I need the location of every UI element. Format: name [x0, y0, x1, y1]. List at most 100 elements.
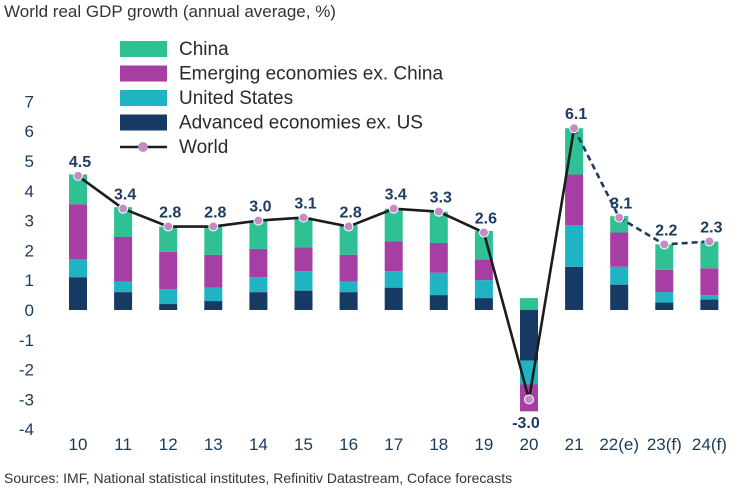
world-value-label: 2.2: [655, 222, 677, 239]
bar-segment-china: [159, 226, 178, 252]
bar-segment-china: [520, 298, 538, 310]
world-marker: [73, 170, 83, 181]
chart-source: Sources: IMF, National statistical insti…: [4, 470, 513, 486]
x-tick-label: 16: [339, 435, 358, 454]
world-marker: [298, 212, 309, 223]
bar-segment-emerging-economies-ex-china: [204, 254, 223, 288]
bar-segment-united-states: [565, 225, 584, 267]
bar-segment-emerging-economies-ex-china: [249, 248, 268, 278]
x-tick-label: 13: [204, 435, 223, 454]
world-value-label: 2.8: [204, 205, 226, 222]
bar-segment-united-states: [204, 287, 223, 302]
x-tick-label: 24(f): [692, 435, 727, 454]
y-tick-label: -4: [19, 420, 34, 439]
bar-segment-emerging-economies-ex-china: [565, 174, 584, 226]
y-tick-label: 1: [25, 271, 34, 290]
world-marker: [343, 221, 354, 232]
world-value-label: 2.6: [475, 211, 497, 228]
world-value-label: 3.3: [430, 190, 452, 207]
bar-segment-emerging-economies-ex-china: [429, 242, 448, 273]
bar-segment-china: [204, 226, 223, 255]
x-tick-label: 20: [520, 435, 539, 454]
world-value-label: 3.4: [114, 187, 136, 204]
legend-label: United States: [179, 88, 293, 109]
world-line-actual: [77, 128, 576, 400]
bar-segment-china: [339, 225, 358, 255]
bar-segment-advanced-economies-ex-us: [700, 299, 719, 310]
y-tick-label: -3: [19, 390, 34, 409]
world-marker: [614, 212, 625, 223]
bar-segment-united-states: [294, 271, 313, 291]
bar-segment-emerging-economies-ex-china: [610, 232, 629, 267]
world-value-label: 3.1: [294, 196, 316, 213]
bar-segment-emerging-economies-ex-china: [655, 269, 674, 293]
x-tick-label: 23(f): [647, 435, 682, 454]
bar-segment-emerging-economies-ex-china: [114, 236, 133, 282]
y-tick-label: 2: [25, 241, 34, 260]
world-marker: [118, 203, 129, 214]
x-tick-label: 10: [69, 435, 88, 454]
world-value-label: -3.0: [512, 415, 540, 432]
bar-segment-advanced-economies-ex-us: [159, 304, 178, 310]
legend-swatch: [120, 114, 167, 131]
legend-label: Advanced economies ex. US: [179, 113, 423, 134]
x-tick-label: 17: [384, 435, 403, 454]
bar-segment-advanced-economies-ex-us: [610, 284, 629, 310]
bar-segment-emerging-economies-ex-china: [339, 254, 358, 282]
bar-segment-china: [429, 211, 448, 243]
bar-segment-united-states: [249, 277, 268, 293]
bar-segment-united-states: [384, 271, 403, 288]
bar-segment-emerging-economies-ex-china: [69, 204, 87, 260]
bar-segment-china: [655, 244, 674, 270]
bar-segment-united-states: [114, 281, 133, 293]
bar-segment-advanced-economies-ex-us: [294, 290, 313, 310]
x-tick-label: 14: [249, 435, 268, 454]
world-value-label: 3.0: [249, 199, 271, 216]
bar-segment-advanced-economies-ex-us: [249, 292, 268, 310]
y-tick-label: 5: [25, 152, 34, 171]
legend-label: China: [179, 39, 229, 60]
x-tick-label: 11: [114, 435, 132, 454]
y-tick-label: 3: [25, 212, 34, 231]
y-tick-label: 6: [25, 122, 34, 141]
y-tick-label: 0: [25, 301, 34, 320]
bar-segment-united-states: [429, 272, 448, 296]
legend-label: Emerging economies ex. China: [179, 64, 443, 85]
world-marker: [163, 221, 174, 232]
legend-world-marker: [138, 142, 148, 152]
x-tick-label: 21: [565, 435, 584, 454]
bar-segment-united-states: [700, 295, 719, 300]
world-marker: [433, 206, 444, 217]
x-tick-label: 15: [294, 435, 313, 454]
world-marker: [208, 221, 219, 232]
bar-segment-advanced-economies-ex-us: [204, 301, 223, 310]
bar-segment-emerging-economies-ex-china: [700, 268, 719, 296]
world-value-label: 2.3: [700, 219, 722, 236]
bar-segment-advanced-economies-ex-us: [429, 295, 448, 310]
world-value-label: 3.4: [385, 187, 407, 204]
bar-segment-emerging-economies-ex-china: [159, 251, 178, 290]
bar-segment-united-states: [159, 289, 178, 305]
world-marker: [253, 215, 264, 226]
world-marker: [524, 394, 534, 405]
y-tick-label: 4: [25, 182, 34, 201]
bar-segment-advanced-economies-ex-us: [474, 298, 493, 310]
bar-segment-emerging-economies-ex-china: [474, 259, 493, 281]
bar-segment-china: [384, 208, 403, 242]
bar-segment-advanced-economies-ex-us: [520, 310, 538, 361]
bar-segment-united-states: [69, 259, 87, 278]
chart-title: World real GDP growth (annual average, %…: [4, 2, 336, 21]
bar-segment-china: [69, 174, 87, 205]
legend-swatch: [120, 65, 167, 82]
world-line-forecast: [572, 127, 710, 246]
bar-segment-advanced-economies-ex-us: [69, 277, 87, 310]
world-marker: [478, 227, 489, 238]
world-marker: [388, 203, 399, 214]
bar-segment-united-states: [339, 281, 358, 293]
x-tick-label: 22(e): [599, 435, 639, 454]
y-tick-label: -2: [19, 361, 34, 380]
legend-swatch: [120, 90, 167, 106]
world-value-label: 6.1: [565, 106, 587, 123]
x-tick-label: 19: [474, 435, 493, 454]
world-marker: [704, 236, 715, 247]
